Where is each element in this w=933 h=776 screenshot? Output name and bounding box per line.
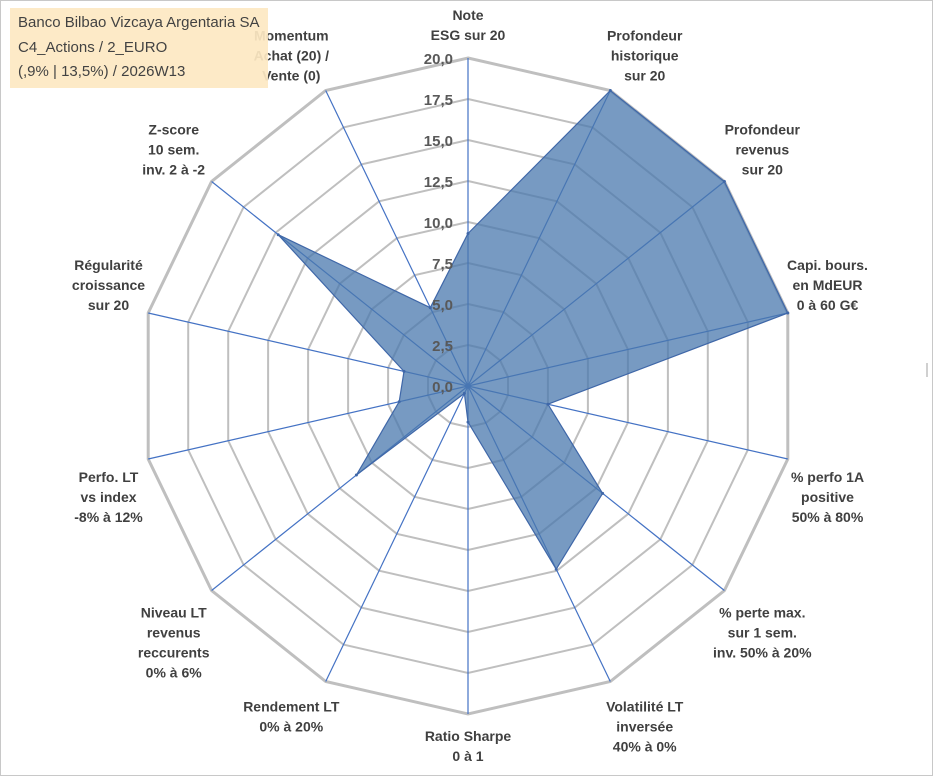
- axis-label: Z-score 10 sem. inv. 2 à -2: [142, 121, 205, 177]
- data-point: [354, 473, 358, 477]
- axis-label: % perfo 1A positive 50% à 80%: [791, 469, 864, 525]
- data-point: [276, 233, 280, 237]
- period-label: (,9% | 13,5%) / 2026W13: [18, 63, 186, 80]
- axis-label: Ratio Sharpe 0 à 1: [425, 728, 512, 764]
- tick-label: 10,0: [424, 215, 453, 232]
- tick-label: 0,0: [432, 379, 453, 396]
- data-point: [428, 306, 432, 310]
- tick-label: 20,0: [424, 51, 453, 68]
- portfolio-name: C4_Actions / 2_EURO: [18, 38, 168, 56]
- series-layer: [276, 89, 790, 571]
- axis-label: Niveau LT revenus reccurents 0% à 6%: [138, 605, 210, 681]
- data-point: [554, 567, 558, 571]
- info-box: Banco Bilbao Vizcaya Argentaria SA C4_Ac…: [10, 8, 268, 88]
- axis-label: Momentum Achat (20) / Vente (0): [254, 28, 330, 84]
- data-point: [601, 491, 605, 495]
- data-point: [722, 180, 726, 183]
- axis-label: Volatilité LT inversée 40% à 0%: [606, 699, 684, 755]
- axis-label: Profondeur revenus sur 20: [725, 121, 801, 177]
- tick-label: 12,5: [424, 174, 453, 191]
- data-point: [462, 391, 466, 395]
- tick-label: 7,5: [432, 256, 453, 273]
- axis-label: Profondeur historique sur 20: [607, 28, 683, 84]
- tick-label: 17,5: [424, 92, 453, 109]
- axis-label: Note ESG sur 20: [431, 7, 506, 43]
- axis-label: Capi. bours. en MdEUR 0 à 60 G€: [787, 257, 868, 313]
- tick-label: 15,0: [424, 133, 453, 150]
- tick-label: 2,5: [432, 338, 453, 355]
- tick-label: 5,0: [432, 297, 453, 314]
- company-name: Banco Bilbao Vizcaya Argentaria SA: [18, 14, 260, 31]
- series-area: [277, 89, 789, 571]
- data-point: [546, 402, 550, 406]
- tick-layer: 0,0 2,5 5,0 7,5 10,0 12,5 15,0 17,5 20,0: [424, 51, 453, 396]
- axis-label: Rendement LT 0% à 20%: [243, 699, 340, 735]
- label-layer: Note ESG sur 20 Profondeur historique sur 20…: [72, 7, 868, 764]
- scrollbar-marker[interactable]: [926, 363, 928, 377]
- data-point: [402, 369, 406, 373]
- data-point: [397, 400, 401, 404]
- axis-label: Perfo. LT vs index -8% à 12%: [74, 469, 143, 525]
- axis-label: Régularité croissance sur 20: [72, 257, 145, 313]
- data-point: [608, 89, 612, 92]
- data-point: [466, 232, 470, 235]
- axis-spoke: [325, 385, 469, 682]
- data-point: [786, 311, 790, 315]
- axis-label: % perte max. sur 1 sem. inv. 50% à 20%: [713, 605, 812, 661]
- data-point: [466, 420, 470, 424]
